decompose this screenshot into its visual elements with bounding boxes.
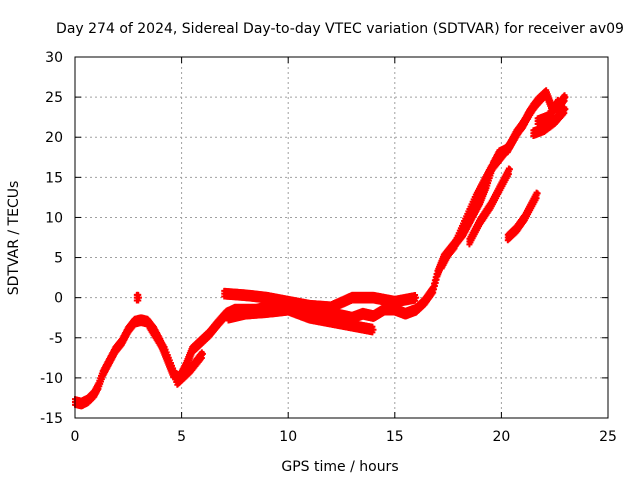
y-tick-label: -5 bbox=[49, 331, 63, 347]
y-tick-label: 10 bbox=[45, 210, 63, 226]
plot-frame bbox=[74, 56, 609, 419]
data-point bbox=[370, 326, 377, 333]
data-point bbox=[199, 350, 206, 357]
y-tick-label: 5 bbox=[54, 251, 63, 267]
x-tick-label: 0 bbox=[71, 429, 80, 445]
data-point bbox=[198, 354, 205, 361]
data-point bbox=[533, 195, 540, 202]
y-tick-label: 0 bbox=[54, 291, 63, 307]
x-tick-label: 25 bbox=[599, 429, 617, 445]
chart-title: Day 274 of 2024, Sidereal Day-to-day VTE… bbox=[56, 21, 624, 37]
x-tick-label: 5 bbox=[177, 429, 186, 445]
data-point bbox=[562, 94, 569, 101]
data-point bbox=[135, 294, 142, 301]
y-tick-label: 30 bbox=[45, 50, 63, 66]
x-tick-label: 20 bbox=[492, 429, 510, 445]
y-tick-label: -15 bbox=[40, 411, 63, 427]
data-point bbox=[369, 323, 376, 330]
data-point bbox=[562, 106, 569, 113]
y-tick-label: 25 bbox=[45, 90, 63, 106]
data-point bbox=[505, 171, 512, 178]
data-point bbox=[506, 166, 513, 173]
y-axis-title: SDTVAR / TECUs bbox=[6, 181, 22, 296]
x-tick-label: 15 bbox=[386, 429, 404, 445]
x-axis-title: GPS time / hours bbox=[281, 459, 398, 475]
y-tick-label: 15 bbox=[45, 170, 63, 186]
axis-ticks: 0 5 10 15 20 25 -15 -10 -5 0 5 10 15 20 25 30 bbox=[40, 50, 617, 445]
data-point bbox=[534, 190, 541, 197]
data-point bbox=[537, 98, 544, 105]
data-point bbox=[412, 297, 419, 304]
data-point bbox=[555, 98, 562, 105]
data-point bbox=[413, 294, 420, 301]
y-tick-label: -10 bbox=[40, 371, 63, 387]
y-tick-label: 20 bbox=[45, 130, 63, 146]
x-tick-label: 10 bbox=[279, 429, 297, 445]
data-point bbox=[561, 110, 568, 117]
data-point bbox=[554, 102, 561, 109]
data-point bbox=[538, 94, 545, 101]
data-points bbox=[72, 87, 569, 410]
